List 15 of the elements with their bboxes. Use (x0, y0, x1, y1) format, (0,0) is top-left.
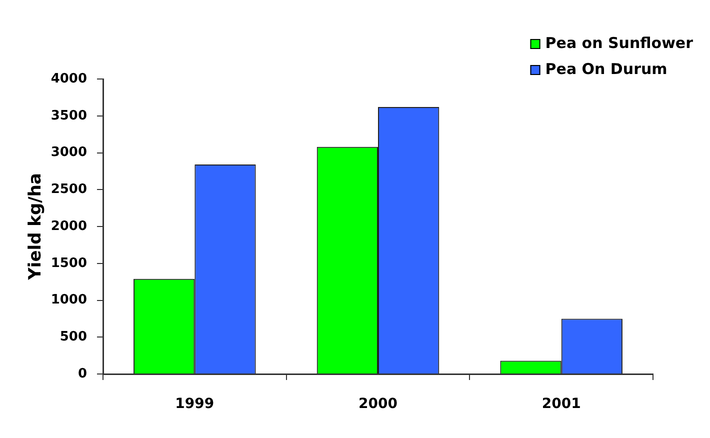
x-tick-label: 2001 (542, 396, 581, 412)
y-tick-label: 2000 (50, 218, 87, 234)
x-tick-label: 1999 (175, 396, 214, 412)
y-axis-title: Yield kg/ha (26, 173, 46, 281)
y-tick-label: 1500 (50, 256, 87, 271)
y-tick-label: 4000 (50, 71, 87, 86)
y-tick-label: 3000 (50, 145, 87, 160)
y-tick-label: 3500 (50, 108, 87, 124)
y-tick-label: 1000 (50, 292, 87, 308)
y-tick-label: 0 (78, 366, 87, 382)
x-tick-label: 2000 (358, 396, 398, 412)
y-tick-label: 2500 (50, 182, 87, 197)
legend-label: Pea on Sunflower (545, 34, 694, 52)
y-tick-label: 500 (60, 330, 87, 344)
legend-label: Pea On Durum (545, 60, 668, 78)
